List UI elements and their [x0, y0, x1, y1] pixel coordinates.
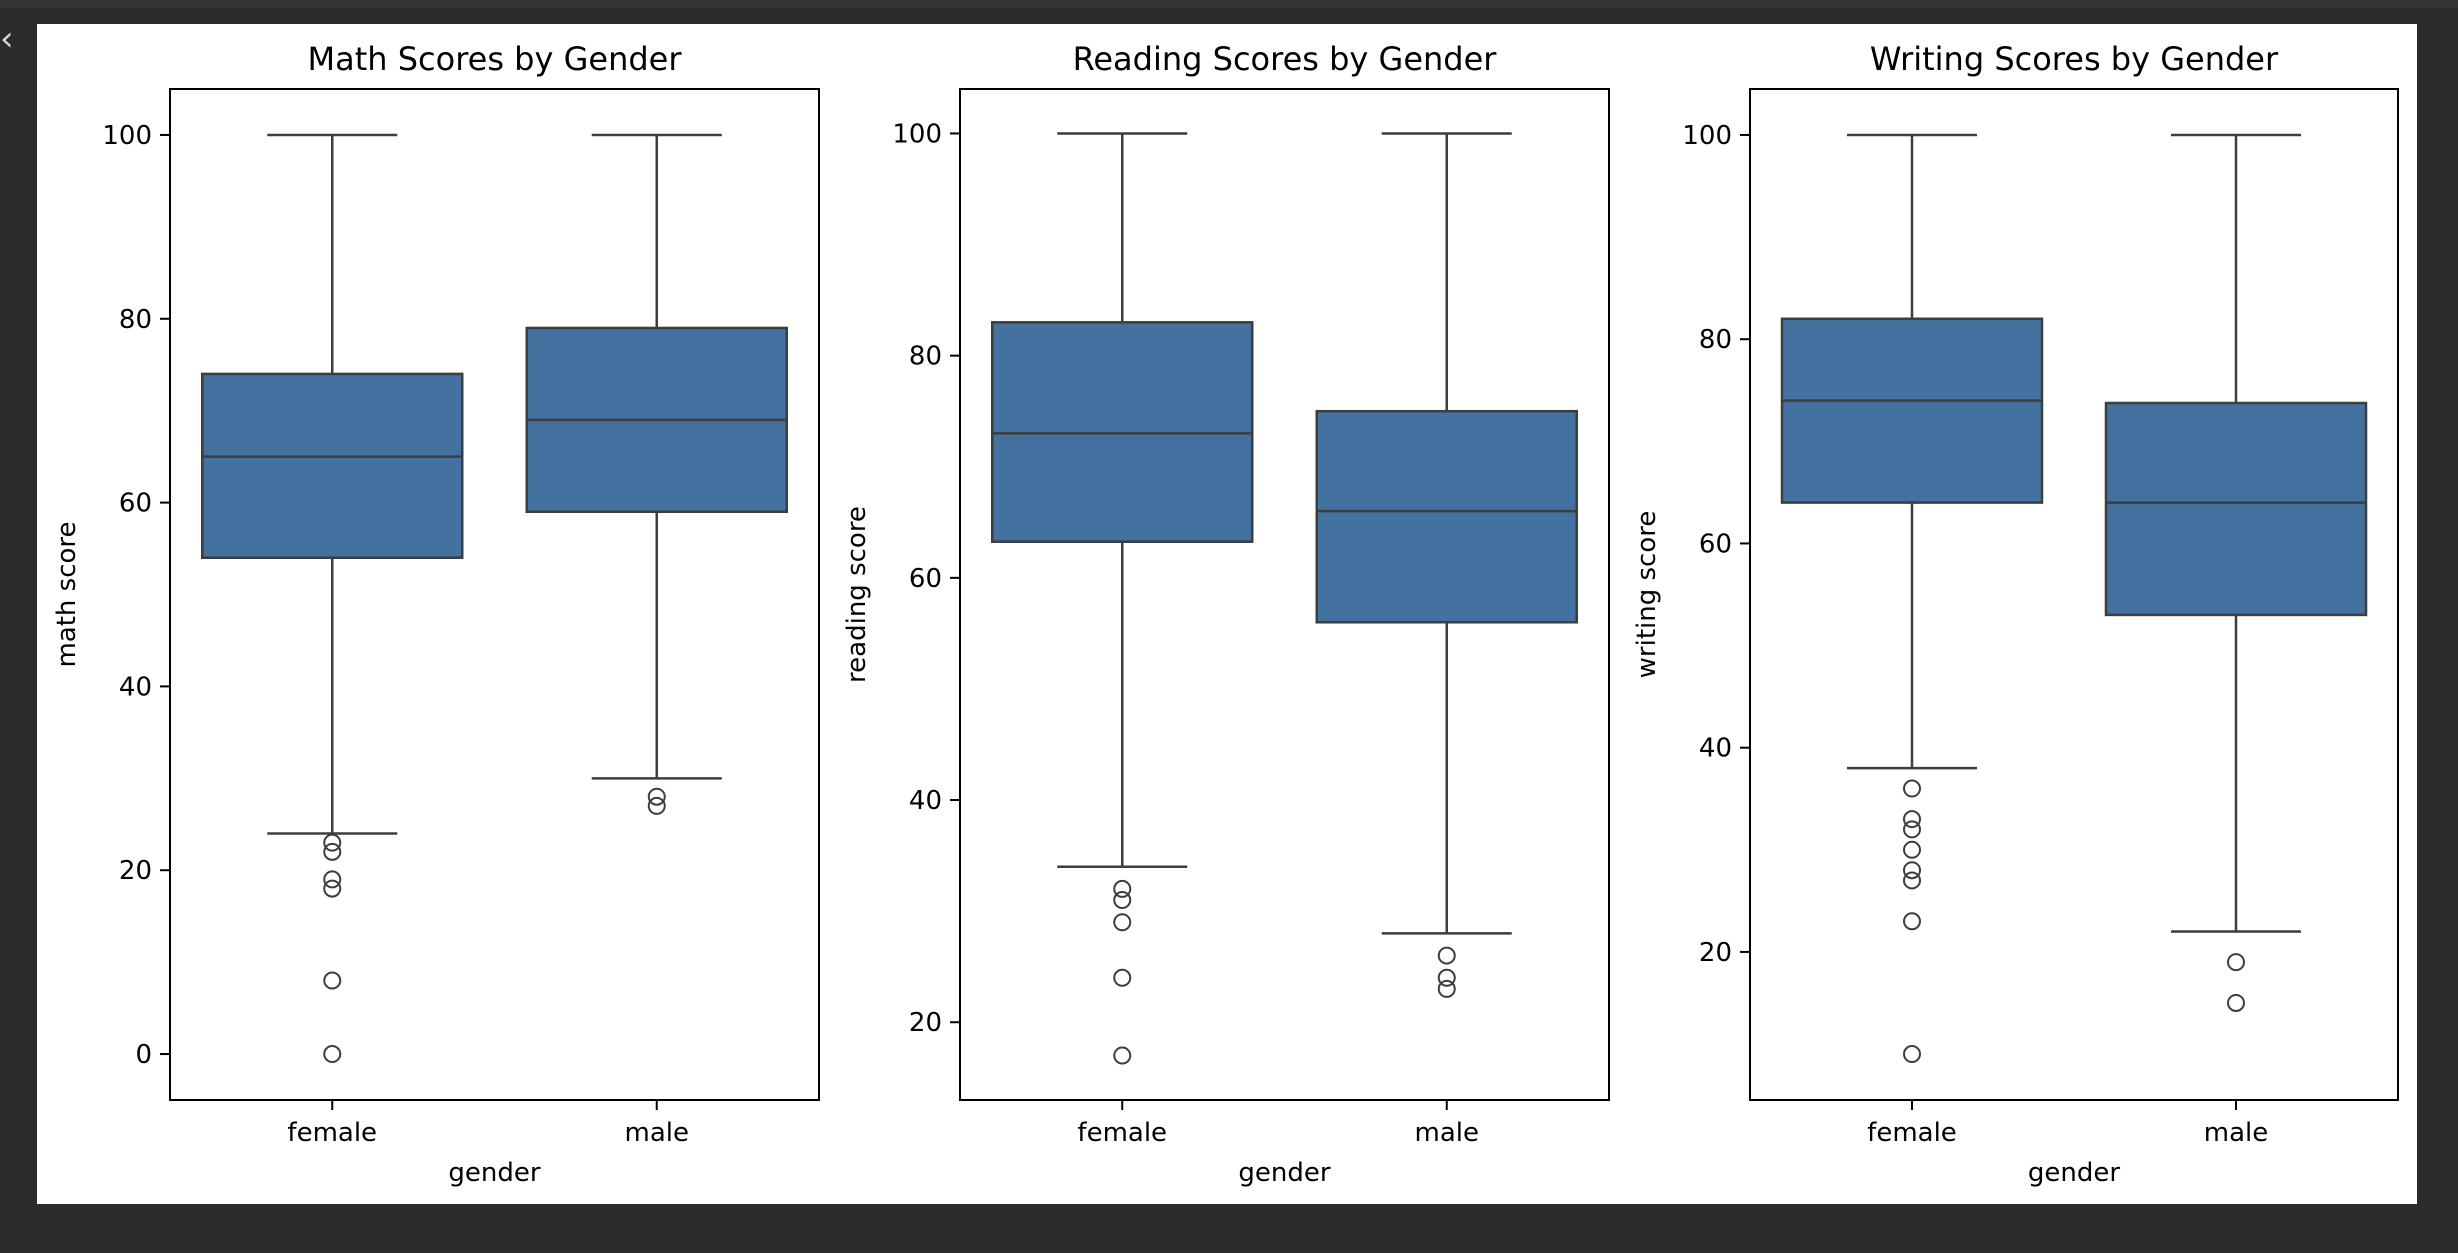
x-axis-label: gender — [448, 1158, 540, 1188]
plot-frame — [959, 88, 1610, 1101]
outlier-point — [1113, 879, 1132, 898]
y-tick-label: 100 — [102, 121, 152, 151]
outlier-point — [1903, 810, 1921, 829]
outlier-point — [323, 879, 342, 898]
outlier-point — [1903, 861, 1921, 880]
outlier-point — [1903, 871, 1921, 890]
outlier-point — [647, 787, 666, 806]
outlier-point — [1437, 968, 1456, 987]
outlier-point — [1113, 1046, 1132, 1065]
chart-title: Writing Scores by Gender — [1870, 40, 2279, 78]
iqr-box — [1780, 317, 2044, 504]
outlier-point — [647, 796, 666, 815]
outlier-point — [2227, 993, 2245, 1012]
box-male — [525, 133, 788, 815]
x-tick-label: female — [1077, 1118, 1167, 1148]
y-tick-label: 20 — [1699, 938, 1732, 968]
y-tick-label: 80 — [909, 342, 942, 372]
y-tick-label: 20 — [909, 1008, 942, 1038]
chart-panel-2: Reading Scores by Gender 20 40 60 80 100 readi… — [842, 40, 1610, 1188]
box-plot-figure: Math Scores by Gender 0 20 40 60 80 100 math sc… — [52, 40, 2399, 1188]
y-axis-label: reading score — [842, 506, 872, 683]
outlier-point — [1903, 840, 1921, 859]
outlier-point — [1903, 912, 1921, 931]
outlier-point — [1113, 891, 1132, 910]
box-male — [2104, 133, 2368, 1012]
y-tick-label: 20 — [119, 856, 152, 886]
x-tick-label: male — [625, 1118, 689, 1148]
x-axis-label: gender — [1238, 1158, 1330, 1188]
y-tick-label: 40 — [909, 786, 942, 816]
outlier-point — [323, 842, 342, 861]
box-female — [991, 132, 1254, 1065]
outlier-point — [1903, 820, 1921, 839]
window-top-bar — [0, 0, 2458, 8]
chart-panel-1: Math Scores by Gender 0 20 40 60 80 100 math sc… — [52, 40, 820, 1188]
scroll-handle-icon[interactable]: ‹ — [0, 19, 14, 59]
y-tick-label: 60 — [909, 564, 942, 594]
y-tick-label: 100 — [892, 119, 942, 149]
x-tick-label: male — [1415, 1118, 1479, 1148]
plot-frame — [1749, 88, 2399, 1101]
iqr-box — [991, 321, 1254, 543]
outlier-point — [1437, 979, 1456, 998]
outlier-point — [1437, 946, 1456, 965]
x-axis-label: gender — [2028, 1158, 2120, 1188]
outlier-point — [323, 833, 342, 852]
y-tick-label: 40 — [1699, 734, 1732, 764]
y-tick-label: 80 — [1699, 325, 1732, 355]
chart-panel-3: Writing Scores by Gender 20 40 60 80 100 writi… — [1632, 40, 2399, 1188]
x-tick-label: female — [1867, 1118, 1957, 1148]
x-tick-label: male — [2204, 1118, 2268, 1148]
y-axis-label: writing score — [1632, 511, 1662, 679]
y-tick-label: 40 — [119, 672, 152, 702]
iqr-box — [201, 372, 464, 559]
outlier-point — [323, 971, 342, 990]
box-female — [201, 133, 464, 1064]
outlier-point — [1903, 1045, 1921, 1064]
outlier-point — [323, 1045, 342, 1064]
outlier-point — [1113, 968, 1132, 987]
chart-title: Reading Scores by Gender — [1073, 40, 1498, 78]
box-male — [1315, 132, 1578, 998]
outlier-point — [323, 870, 342, 889]
y-tick-label: 80 — [119, 305, 152, 335]
iqr-box — [2104, 401, 2368, 617]
y-axis-label: math score — [52, 521, 82, 667]
chart-title: Math Scores by Gender — [307, 40, 682, 78]
outlier-point — [2227, 953, 2245, 972]
y-tick-label: 60 — [119, 489, 152, 519]
x-tick-label: female — [287, 1118, 377, 1148]
outlier-point — [1113, 913, 1132, 932]
figure-canvas: Math Scores by Gender 0 20 40 60 80 100 math sc… — [37, 24, 2417, 1204]
y-tick-label: 60 — [1699, 529, 1732, 559]
plot-frame — [169, 88, 820, 1101]
box-female — [1780, 133, 2044, 1064]
outlier-point — [1903, 779, 1921, 798]
iqr-box — [1315, 409, 1578, 624]
y-tick-label: 0 — [135, 1040, 152, 1070]
y-tick-label: 100 — [1682, 121, 1732, 151]
